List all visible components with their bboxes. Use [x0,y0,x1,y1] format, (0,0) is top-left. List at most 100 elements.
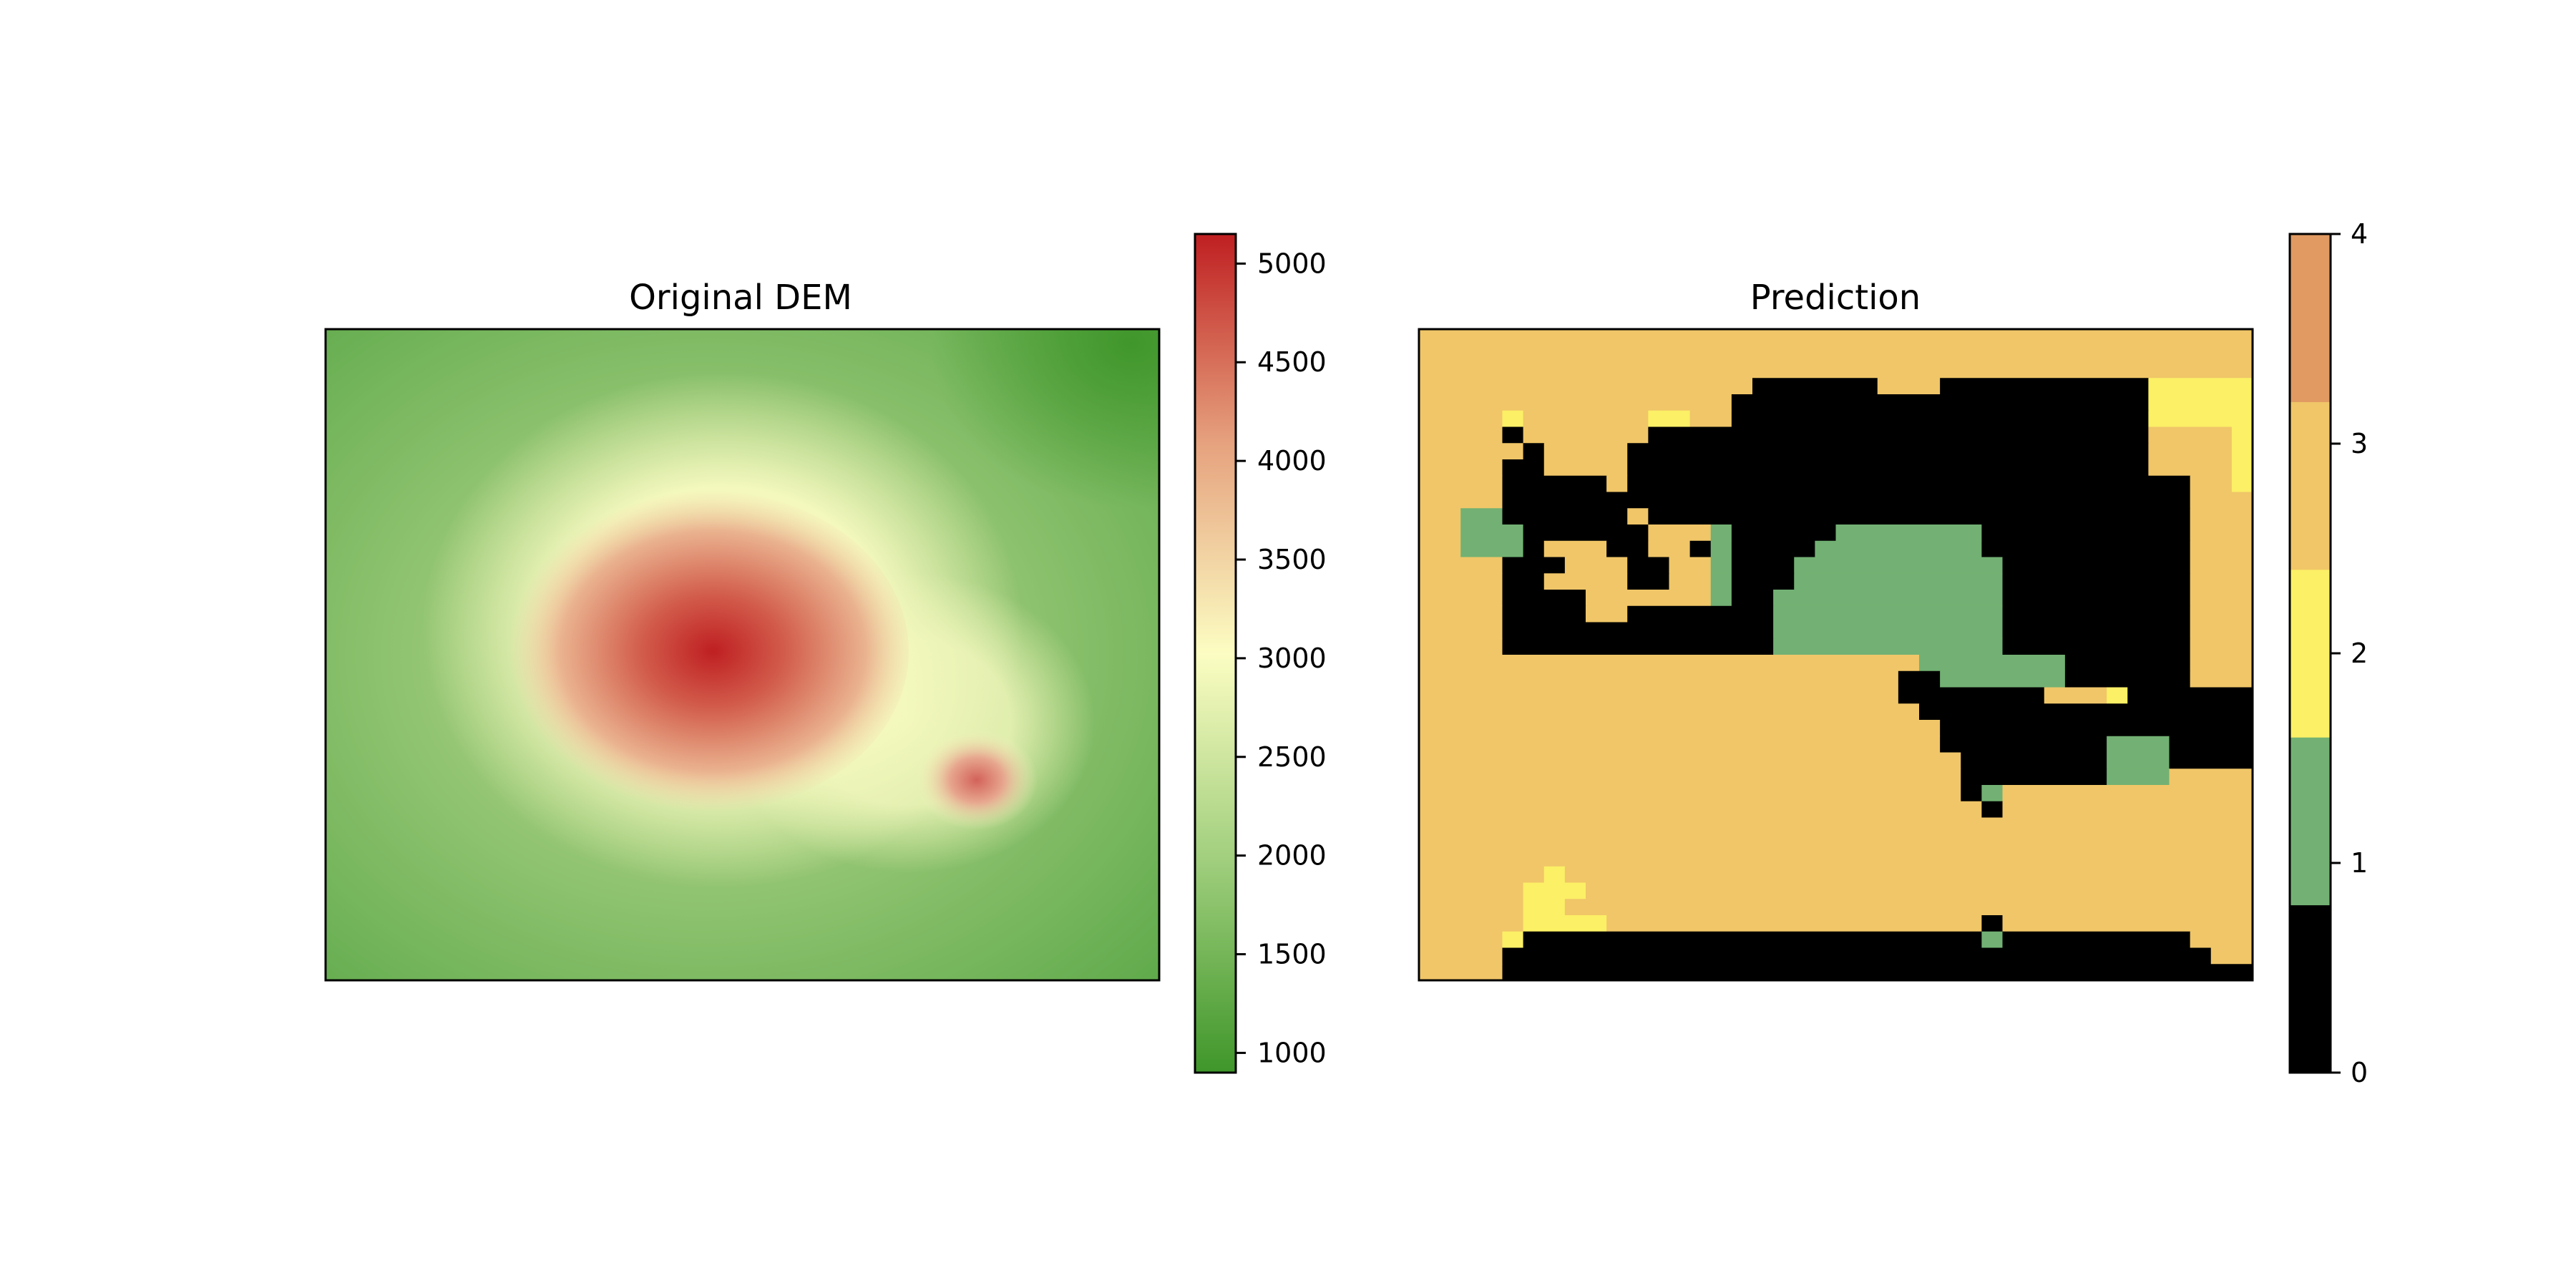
prediction-cell-run [2002,931,2191,949]
prediction-cell-run [1419,931,1503,949]
prediction-cell-run [1898,670,1941,688]
dem-frame [324,328,1161,982]
prediction-cell-run [1419,882,1524,899]
prediction-cell-run [1419,410,1503,428]
prediction-cell-run [1419,834,2253,851]
prediction-cell-run [1523,882,1586,899]
prediction-cell-run [1794,573,2004,590]
prediction-cell-run [1419,361,2253,379]
prediction-cell-run [1773,638,2004,655]
dem-colorbar-tick-label: 4500 [1257,346,1327,378]
prediction-cell-run [1752,378,1878,395]
dem-secondary-cone [916,730,1038,830]
prediction-cell-run [1502,638,1774,655]
prediction-cell-run [2190,475,2233,493]
prediction-cell-run [1419,655,1920,672]
prediction-cell-run [2169,752,2253,769]
prediction-cell-run [1794,557,2004,574]
prediction-cell-run [2107,752,2170,769]
prediction-cell-run [1648,540,1691,558]
prediction-cell-run [1731,394,2149,411]
dem-colorbar-ticks: 1000 1500 2000 2500 3000 3500 4000 4500 5000 [1236,248,1327,1068]
prediction-cell-run [1543,443,1628,460]
prediction-cell-run [1564,899,2253,916]
prediction-cell-run [2190,931,2253,949]
prediction-cell-run [1731,525,1837,542]
prediction-cell-run [1940,378,2149,395]
prediction-cell-run [1502,557,1566,574]
prediction-cell-run [1502,459,1545,477]
prediction-cell-run [1606,915,1982,932]
prediction-cell-run [1586,882,2253,899]
prediction-cell-run [1648,410,1691,428]
prediction-cell-run [1606,540,1649,558]
prediction-cell-run [1502,590,1586,607]
prediction-colorbar-tick-label: 1 [2351,847,2368,879]
prediction-cell-run [1419,492,1503,509]
prediction-colorbar-tick-label: 4 [2351,218,2368,250]
prediction-colorbar [2288,233,2332,1074]
prediction-cell-run [2002,590,2191,607]
prediction-cell-run [1419,638,1503,655]
prediction-cell-run [1669,557,1712,574]
prediction-cell-run [1919,655,2066,672]
prediction-cell-run [1419,801,1982,819]
prediction-cell-run [1419,557,1503,574]
prediction-colorbar-class-4 [2290,234,2331,402]
prediction-cell-run [2210,947,2253,965]
prediction-cell-run [1586,605,1628,623]
prediction-cell-run [1419,817,2253,834]
prediction-cell-run [2064,655,2191,672]
prediction-cell-run [1731,573,1795,590]
prediction-cell-run [1564,866,2253,884]
prediction-cell-run [2002,638,2191,655]
prediction-cell-run [2190,492,2253,509]
prediction-cell-run [1419,394,1732,411]
prediction-cell-run [2107,736,2170,753]
prediction-cell-run [1731,557,1795,574]
prediction-cell-run [1419,475,1503,493]
prediction-cell-run [1523,931,1982,949]
prediction-cell-run [2190,670,2253,688]
prediction-colorbar-ticks: 0 1 2 3 4 [2331,218,2368,1088]
prediction-cell-run [2148,443,2233,460]
prediction-cell-run [1502,605,1586,623]
prediction-cell-run [1419,573,1503,590]
prediction-cell-run [2148,410,2253,428]
prediction-cell-run [1523,915,1607,932]
prediction-cell-run [1419,525,1461,542]
prediction-cell-run [2148,426,2233,444]
prediction-cell-run [2148,459,2233,477]
prediction-cell-run [1564,557,1628,574]
prediction-cell-run [1731,410,2149,428]
prediction-cell-run [1419,785,1961,802]
prediction-cell-run [1419,850,2253,867]
prediction-cell-run [1460,508,1503,525]
dem-colorbar-tick-label: 2000 [1257,840,1327,872]
prediction-cell-run [2231,443,2253,460]
prediction-frame [1418,328,2254,982]
prediction-cell-run [1710,590,1732,607]
prediction-cell-run [2064,670,2191,688]
prediction-cell-run [1627,459,2149,477]
prediction-cell-run [1627,443,2149,460]
prediction-cell-run [1502,508,1628,525]
prediction-cell-run [1419,687,1899,704]
prediction-cell-run [1419,703,1920,721]
prediction-cell-run [1419,720,1941,737]
prediction-title: Prediction [1750,278,1921,318]
prediction-cell-run [2190,540,2253,558]
prediction-cell-run [1419,622,1503,639]
prediction-cell-run [1815,540,1982,558]
prediction-cell-run [1981,540,2191,558]
prediction-cell-run [1543,866,1566,884]
dem-colorbar-tick-label: 2500 [1257,741,1327,773]
prediction-cell-run [2148,394,2253,411]
prediction-cell-run [1627,557,1670,574]
prediction-cell-run [1460,540,1524,558]
prediction-cell-run [1543,459,1628,477]
prediction-cell-run [1419,443,1524,460]
dem-corner-lowland [930,329,1159,508]
prediction-cell-run [1648,525,1712,542]
prediction-cell-run [1710,540,1732,558]
